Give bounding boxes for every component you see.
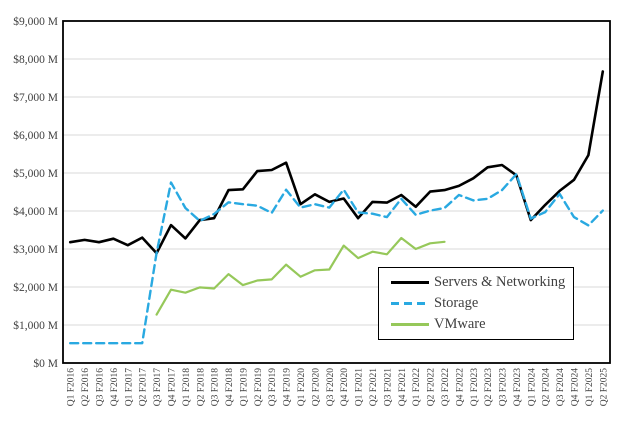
x-axis-label: Q3 F2016 [95, 368, 105, 407]
x-axis-label: Q1 F2017 [124, 368, 134, 407]
legend-label-vmware: VMware [434, 316, 486, 333]
y-axis-label: $2,000 M [13, 281, 58, 294]
x-axis-label: Q1 F2020 [297, 368, 307, 407]
x-axis-label: Q2 F2018 [196, 368, 206, 407]
x-axis-label: Q2 F2017 [139, 368, 149, 407]
x-axis-label: Q2 F2016 [81, 368, 91, 407]
x-axis-label: Q4 F2018 [225, 368, 235, 407]
x-axis-label: Q1 F2021 [355, 368, 365, 407]
x-axis-label: Q1 F2025 [585, 368, 595, 407]
x-axis-label: Q2 F2021 [369, 368, 379, 407]
series-line-vmware [155, 236, 446, 316]
x-axis-label: Q3 F2020 [326, 368, 336, 407]
y-axis-label: $8,000 M [13, 53, 58, 66]
x-axis-label: Q1 F2018 [182, 368, 192, 407]
x-axis-label: Q1 F2019 [239, 368, 249, 407]
y-axis-label: $9,000 M [13, 15, 58, 28]
y-axis-label: $1,000 M [13, 319, 58, 332]
x-axis-label: Q4 F2017 [167, 368, 177, 407]
y-axis-label: $3,000 M [13, 243, 58, 256]
x-axis-label: Q2 F2023 [484, 368, 494, 407]
x-axis-label: Q3 F2023 [499, 368, 509, 407]
x-axis-label: Q2 F2022 [427, 368, 437, 407]
legend-item-storage: Storage [391, 296, 563, 311]
x-axis-label: Q2 F2025 [599, 368, 609, 407]
series-line-servers-networking [68, 70, 605, 255]
y-axis-label: $5,000 M [13, 167, 58, 180]
y-axis-label: $0 M [33, 357, 58, 370]
y-axis-label: $4,000 M [13, 205, 58, 218]
x-axis-label: Q1 F2023 [470, 368, 480, 407]
x-axis-label: Q1 F2022 [412, 368, 422, 407]
chart-legend: Servers & Networking Storage VMware [378, 267, 574, 340]
legend-item-vmware: VMware [391, 317, 563, 332]
x-axis-label: Q3 F2018 [211, 368, 221, 407]
x-axis-label: Q4 F2019 [283, 368, 293, 407]
x-axis-label: Q3 F2017 [153, 368, 163, 407]
y-axis-label: $7,000 M [13, 91, 58, 104]
x-axis-label: Q1 F2024 [527, 368, 537, 407]
x-axis-label: Q4 F2021 [398, 368, 408, 407]
y-axis-label: $6,000 M [13, 129, 58, 142]
plot-border [62, 20, 611, 364]
legend-item-servers-networking: Servers & Networking [391, 274, 566, 291]
x-axis-label: Q2 F2019 [254, 368, 264, 407]
series-line-storage [69, 172, 604, 345]
storage-line-sample [391, 302, 429, 305]
x-axis-label: Q3 F2024 [556, 368, 566, 407]
x-axis-label: Q3 F2022 [441, 368, 451, 407]
legend-label-servers-networking: Servers & Networking [434, 274, 566, 291]
x-axis-label: Q2 F2024 [542, 368, 552, 407]
x-axis-label: Q4 F2022 [455, 368, 465, 407]
x-axis-label: Q3 F2019 [268, 368, 278, 407]
x-axis-label: Q4 F2020 [340, 368, 350, 407]
vmware-line-sample [391, 323, 429, 326]
x-axis-label: Q4 F2024 [571, 368, 581, 407]
x-axis-label: Q4 F2016 [110, 368, 120, 407]
servers-networking-line-sample [391, 281, 429, 284]
x-axis-label: Q3 F2021 [383, 368, 393, 407]
x-axis-label: Q1 F2016 [67, 368, 77, 407]
legend-label-storage: Storage [434, 295, 479, 312]
x-axis-label: Q4 F2023 [513, 368, 523, 407]
x-axis-label: Q2 F2020 [311, 368, 321, 407]
